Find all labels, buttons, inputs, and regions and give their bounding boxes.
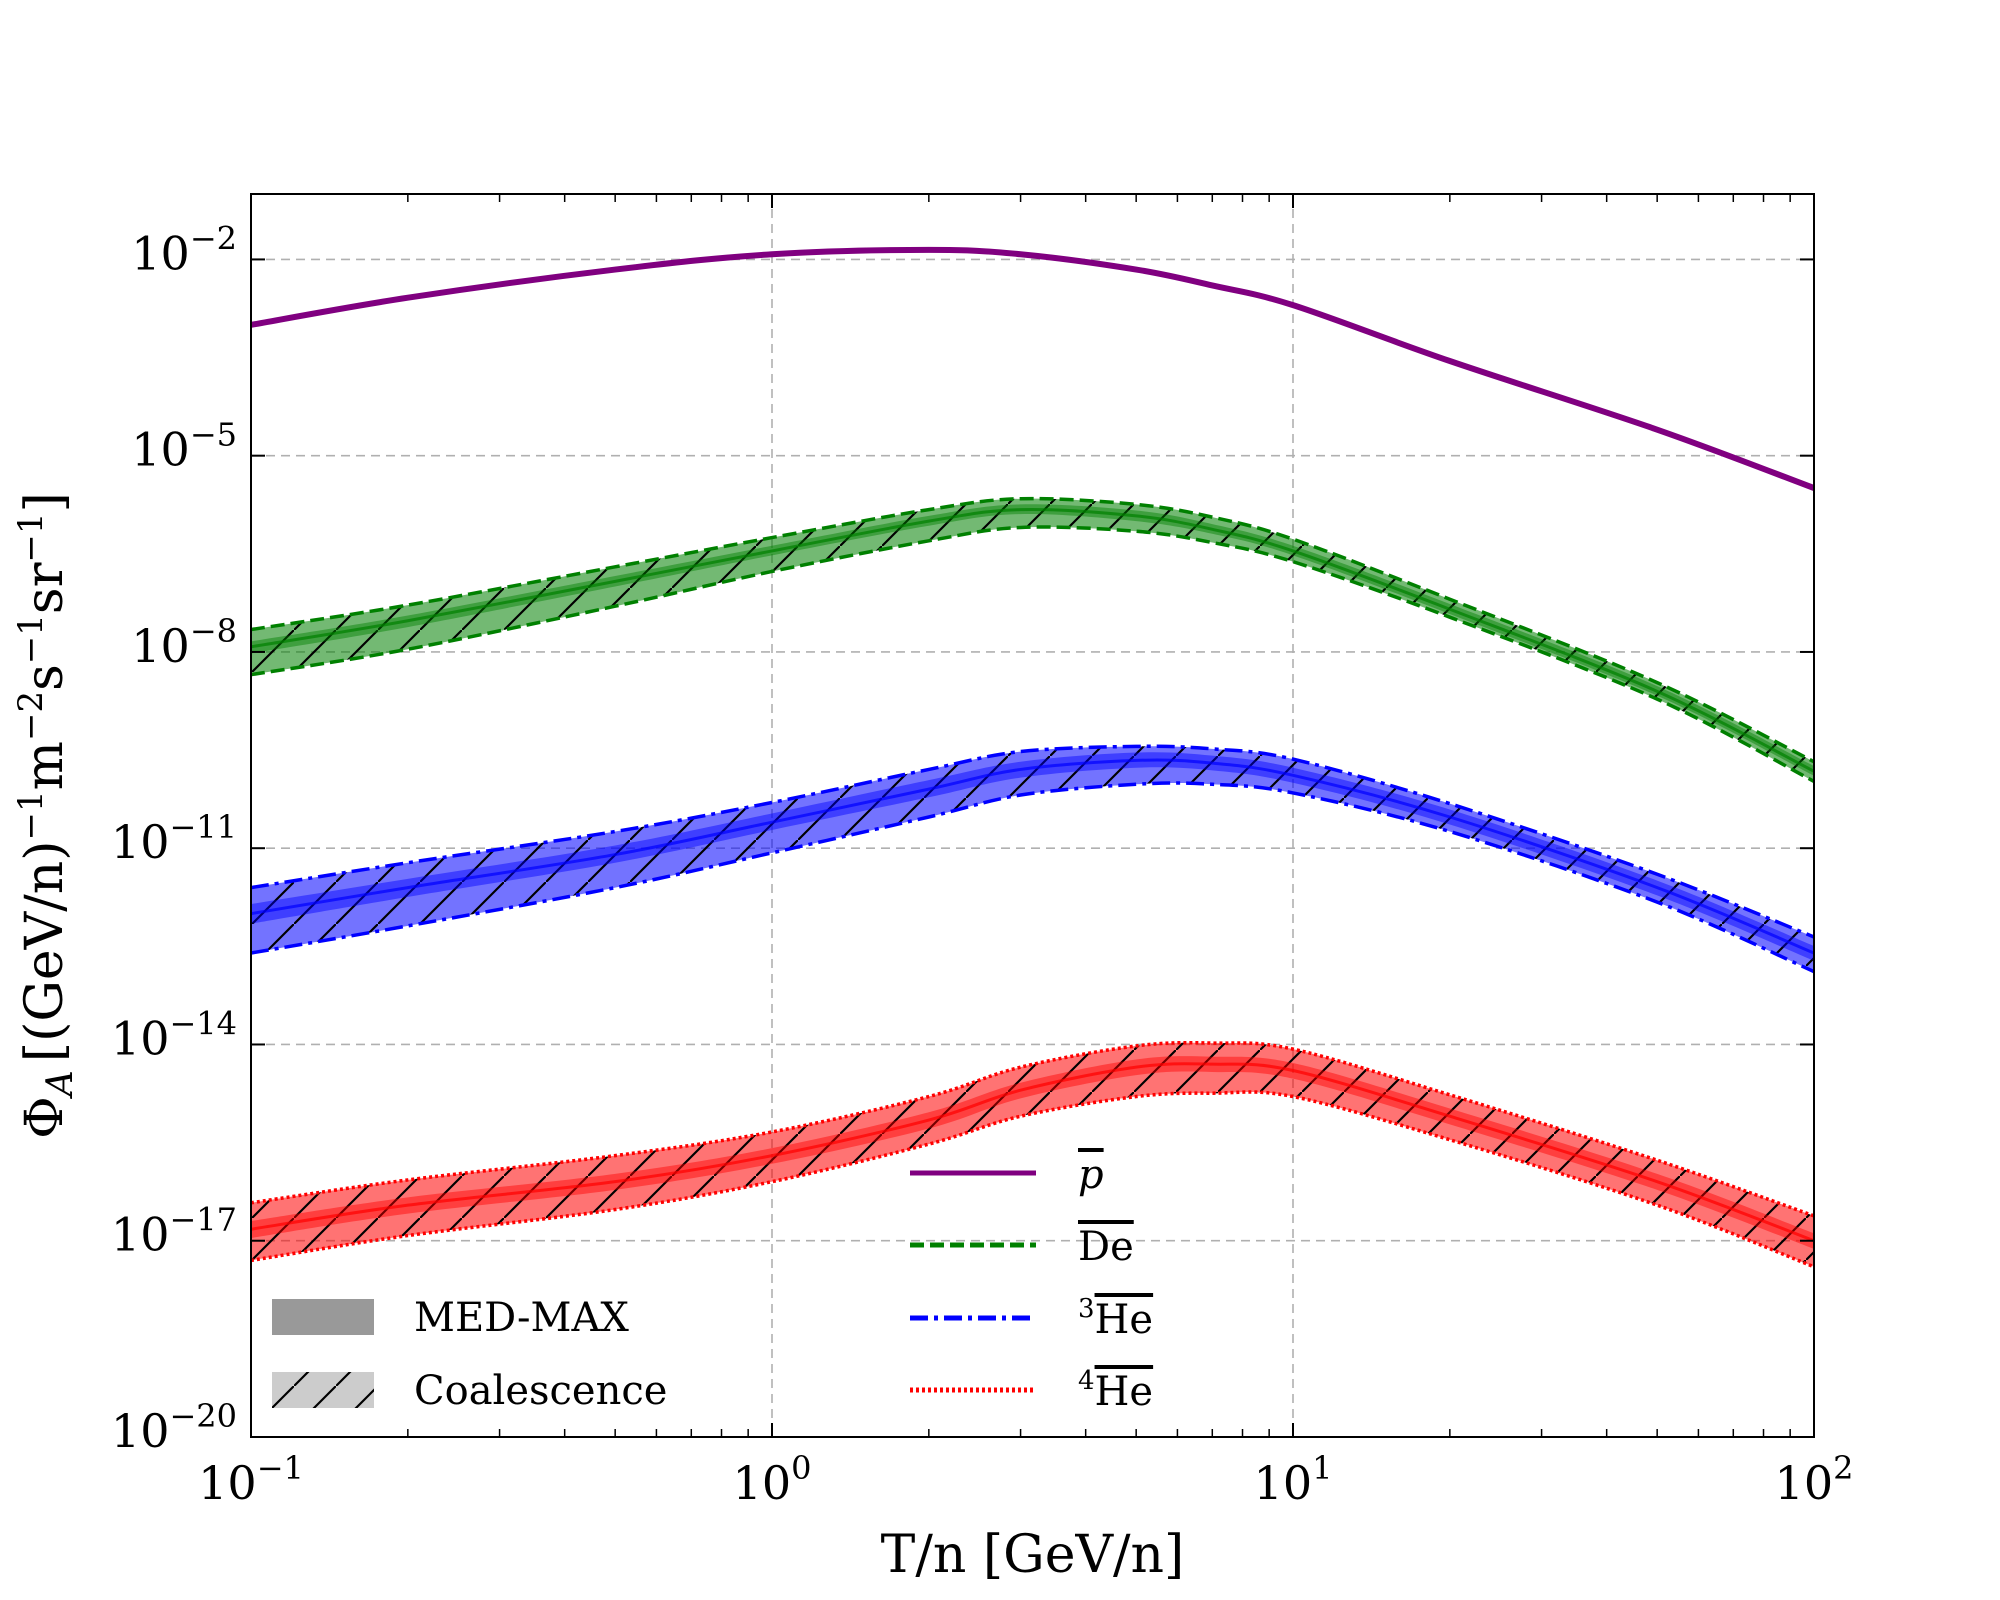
y-axis-units-close: ] — [15, 492, 75, 512]
y-axis-subscript: A — [40, 1070, 81, 1099]
y-tick-base: 10 — [111, 1404, 170, 1458]
y-axis-units: [(GeV/n) — [15, 840, 75, 1062]
y-tick-base: 10 — [111, 1011, 170, 1065]
series-line-4he — [251, 1062, 1814, 1243]
y-tick-base: 10 — [131, 619, 190, 673]
legend-label-4he-prefix: 4 — [1078, 1366, 1095, 1396]
band-med-max-3he — [251, 752, 1814, 961]
series-line-3he — [251, 758, 1814, 955]
y-tick-base: 10 — [131, 423, 190, 477]
y-axis-units-sr: sr — [15, 562, 75, 614]
legend-label-4he-name: He — [1095, 1369, 1154, 1415]
x-tick-base: 10 — [1254, 1456, 1313, 1510]
band-edge-upper-3he — [251, 744, 1814, 939]
y-tick-exponent: −17 — [169, 1201, 237, 1239]
y-tick-exponent: −11 — [169, 808, 237, 846]
legend-label-coalescence: Coalescence — [414, 1368, 667, 1414]
legend-swatch-med-max — [272, 1299, 374, 1335]
y-tick-label: 10−5 — [131, 416, 237, 477]
legend-label-p: p — [1078, 1152, 1104, 1198]
legend-label-3he-name: He — [1095, 1297, 1154, 1343]
y-axis-title: ΦA[(GeV/n)−1m−2s−1sr−1] — [11, 492, 81, 1139]
x-tick-exponent: −1 — [257, 1449, 304, 1487]
band-med-max-4he — [251, 1056, 1814, 1249]
plot-frame — [250, 193, 1815, 1438]
x-tick-exponent: 2 — [1833, 1449, 1853, 1487]
series-lines — [251, 246, 1814, 1269]
series-legend: p De 3He 4He — [910, 1152, 1153, 1415]
y-tick-label: 10−20 — [111, 1397, 237, 1458]
y-tick-exponent: −20 — [169, 1397, 237, 1435]
x-tick-base: 10 — [1775, 1456, 1834, 1510]
y-tick-base: 10 — [111, 815, 170, 869]
x-axis-title: T/n [GeV/n] — [881, 1525, 1185, 1585]
y-axis-symbol: Φ — [15, 1096, 75, 1139]
band-coalescence-hatch-4he — [251, 1042, 1814, 1267]
band-edge-upper-de — [251, 496, 1814, 764]
y-axis-units-exp3: −1 — [11, 614, 51, 664]
band-edge-lower-de — [251, 525, 1814, 783]
band-legend: MED-MAX Coalescence — [272, 1295, 667, 1414]
x-tick-base: 10 — [733, 1456, 792, 1510]
legend-swatch-coalescence-hatch — [272, 1372, 374, 1408]
legend-label-3he-prefix: 3 — [1078, 1294, 1095, 1324]
x-tick-exponent: 0 — [791, 1449, 811, 1487]
x-tick-base: 10 — [198, 1456, 257, 1510]
band-coalescence-hatch-3he — [251, 746, 1814, 972]
band-edge-lower-3he — [251, 781, 1814, 974]
uncertainty-bands — [251, 498, 1814, 1267]
band-edge-upper-4he — [251, 1040, 1814, 1218]
y-tick-base: 10 — [131, 226, 190, 280]
series-line-p — [251, 246, 1814, 491]
y-tick-label: 10−11 — [111, 808, 237, 869]
tick-labels: 10−1 100 101 10210−210−510−810−1110−1410−17… — [111, 219, 1854, 1510]
y-tick-exponent: −2 — [190, 219, 237, 257]
y-tick-label: 10−14 — [111, 1004, 237, 1065]
legend-label-de: De — [1078, 1224, 1134, 1270]
band-edge-lower-4he — [251, 1090, 1814, 1269]
y-tick-exponent: −8 — [190, 612, 237, 650]
y-tick-label: 10−17 — [111, 1201, 237, 1262]
axis-ticks — [250, 194, 1815, 1438]
y-axis-units-s: s — [15, 664, 75, 691]
y-tick-exponent: −14 — [169, 1004, 237, 1042]
y-axis-units-exp2: −2 — [11, 691, 51, 741]
y-tick-exponent: −5 — [190, 416, 237, 454]
legend-label-3he: 3He — [1078, 1294, 1153, 1343]
y-tick-base: 10 — [111, 1208, 170, 1262]
y-axis-units-m: m — [15, 741, 75, 790]
y-axis-units-exp4: −1 — [11, 512, 51, 562]
x-tick-label: 100 — [733, 1449, 812, 1510]
series-line-de — [251, 507, 1814, 773]
y-tick-label: 10−8 — [131, 612, 237, 673]
band-med-max-de — [251, 504, 1814, 776]
x-tick-label: 10−1 — [198, 1449, 304, 1510]
legend-label-med-max: MED-MAX — [414, 1295, 629, 1341]
x-tick-exponent: 1 — [1312, 1449, 1332, 1487]
y-tick-label: 10−2 — [131, 219, 237, 280]
x-tick-label: 102 — [1775, 1449, 1854, 1510]
x-tick-label: 101 — [1254, 1449, 1333, 1510]
legend-label-4he: 4He — [1078, 1366, 1153, 1415]
band-coalescence-hatch-de — [251, 498, 1814, 782]
y-axis-units-exp1: −1 — [11, 790, 51, 840]
